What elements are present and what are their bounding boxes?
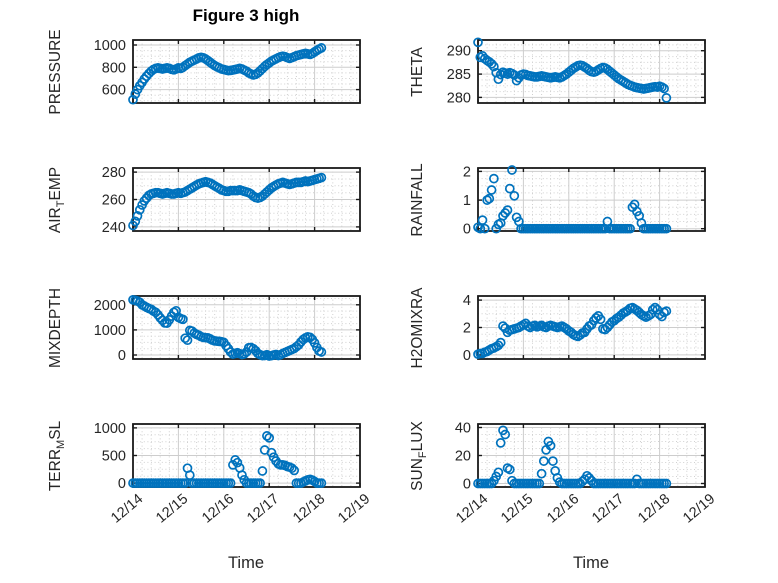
plot-area-rainfall: 0 1 2 [463,164,706,238]
axes-frame [132,167,361,232]
figure-title: Figure 3 high [192,6,300,25]
y-tick-labels: 280 285 290 [447,44,471,107]
subplot-sun-flux: SUNFLUX 0 20 40 [409,414,715,497]
plot-area-h2omixra: 0 2 4 [463,293,706,364]
svg-text:0: 0 [118,348,126,364]
y-tick-labels: 0 1000 2000 [94,298,126,364]
plot-area-air-temp: 240 260 280 [102,165,361,236]
y-tick-labels: 0 2 4 [463,293,471,364]
svg-text:285: 285 [447,67,471,83]
svg-text:0: 0 [463,348,471,364]
subplot-air-temp: AIRTEMP 240 260 280 [47,158,370,241]
svg-text:20: 20 [455,449,471,465]
svg-text:2: 2 [463,164,471,180]
svg-text:1000: 1000 [94,38,126,54]
svg-text:280: 280 [102,165,126,181]
y-axis-label-air-temp: AIRTEMP [47,166,67,233]
y-axis-label-terr-msl: TERRMSL [47,420,67,491]
svg-text:2000: 2000 [94,298,126,314]
data-markers [473,302,672,360]
data-markers [128,172,327,231]
x-axis-title-left: Time [227,554,265,572]
subplot-pressure: PRESSURE 600 800 1000 [47,29,370,114]
plot-area-pressure: 600 800 1000 [94,38,361,105]
svg-text:1: 1 [463,193,471,209]
axes-frame [477,39,706,104]
axes-frame [132,295,361,360]
y-tick-labels: 0 1 2 [463,164,471,237]
x-axis-title-right: Time [572,554,610,572]
plot-area-mixdepth: 0 1000 2000 [94,294,361,364]
svg-text:240: 240 [102,220,126,236]
svg-text:0: 0 [118,476,126,492]
axes-frame [477,167,706,232]
y-tick-labels: 0 20 40 [455,421,471,493]
data-markers [473,37,672,103]
svg-text:600: 600 [102,83,126,99]
svg-text:4: 4 [463,293,471,309]
y-axis-label-pressure: PRESSURE [47,28,64,115]
y-axis-label-mixdepth: MIXDEPTH [47,287,64,368]
plot-area-terr-msl: 0 500 1000 [94,421,361,492]
svg-text:800: 800 [102,60,126,76]
data-markers [128,431,327,488]
svg-text:0: 0 [463,222,471,238]
svg-text:280: 280 [447,90,471,106]
subplot-mixdepth: MIXDEPTH 0 1000 2000 [47,286,370,369]
subplot-theta: THETA 280 285 290 [409,30,715,113]
plot-area-theta: 280 285 290 [447,37,706,107]
axes-frame [132,39,361,104]
subplot-terr-msl: TERRMSL 0 500 1000 [47,414,370,497]
svg-text:0: 0 [463,477,471,493]
data-markers [128,294,327,361]
svg-text:2: 2 [463,321,471,337]
svg-text:500: 500 [102,449,126,465]
data-markers [473,165,672,234]
y-tick-labels: 0 500 1000 [94,421,126,492]
svg-text:1000: 1000 [94,421,126,437]
data-markers [473,425,672,489]
y-tick-labels: 600 800 1000 [94,38,126,99]
plot-area-sun-flux: 0 20 40 [455,421,706,493]
svg-text:1000: 1000 [94,323,126,339]
svg-text:40: 40 [455,421,471,437]
data-markers [128,43,327,105]
svg-text:260: 260 [102,193,126,209]
axes-frame [477,295,706,360]
svg-text:290: 290 [447,44,471,60]
y-tick-labels: 240 260 280 [102,165,126,236]
